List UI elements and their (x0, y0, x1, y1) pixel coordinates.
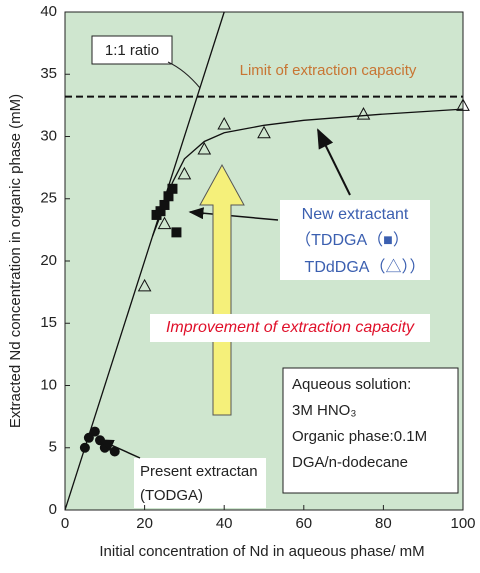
y-tick-label: 5 (49, 439, 57, 456)
point (163, 191, 174, 202)
annotations: 1:1 ratio Limit of extraction capacity N… (91, 35, 459, 508)
line (64, 11, 225, 511)
y-axis-title: Extracted Nd concentration in organic ph… (7, 94, 24, 428)
x-tick-label: 100 (450, 515, 475, 532)
point (89, 426, 100, 437)
y-tick-label: 10 (40, 376, 57, 393)
ratio-label: 1:1 ratio (105, 42, 159, 59)
x-tick-label: 0 (61, 515, 69, 532)
arrow (188, 207, 279, 221)
ratio-leader (167, 61, 201, 89)
y-tick-label: 40 (40, 3, 57, 20)
label-box (150, 314, 430, 342)
point (155, 206, 166, 217)
yellow-arrow (199, 163, 245, 416)
conditions-line: 3M HNO₃ (292, 402, 356, 419)
y-tick-label: 30 (40, 127, 57, 144)
present-label: Present extractan (140, 463, 258, 480)
y-tick-label: 0 (49, 501, 57, 518)
y-tick-label: 15 (40, 314, 57, 331)
tddga: （TDDGA（■） (295, 231, 409, 249)
conditions-line: Organic phase:0.1M (292, 428, 427, 445)
label-box (280, 200, 430, 280)
x-tick-label: 80 (375, 515, 392, 532)
limit-label: Limit of extraction capacity (240, 62, 417, 79)
point (197, 141, 212, 155)
improvement-label: Improvement of extraction capacity (166, 319, 415, 336)
point (456, 98, 470, 111)
point (157, 216, 172, 230)
arrow (317, 128, 351, 196)
point (167, 183, 178, 194)
x-tick-label: 60 (295, 515, 312, 532)
point (79, 442, 90, 453)
x-tick-label: 40 (216, 515, 233, 532)
point (217, 117, 232, 130)
conditions-line: Aqueous solution: (292, 376, 411, 393)
conditions-box (282, 367, 459, 494)
tdddga: TDdDGA（△）） (305, 258, 426, 276)
point (83, 432, 94, 443)
point (137, 278, 152, 292)
point (257, 125, 271, 139)
point (159, 199, 170, 210)
point (171, 227, 182, 238)
x-axis-title: Initial concentration of Nd in aqueous p… (99, 543, 424, 560)
point (356, 107, 371, 120)
arrow (98, 439, 141, 459)
y-tick-label: 25 (40, 190, 57, 207)
conditions-line: DGA/n-dodecane (292, 454, 408, 471)
new-extractant: New extractant (302, 206, 409, 223)
y-tick-label: 35 (40, 65, 57, 82)
ratio-box (91, 35, 173, 65)
x-tick-label: 20 (136, 515, 153, 532)
y-tick-label: 20 (40, 252, 57, 269)
label-box (134, 458, 266, 508)
point (177, 166, 192, 180)
present-label: (TODGA) (140, 487, 203, 504)
